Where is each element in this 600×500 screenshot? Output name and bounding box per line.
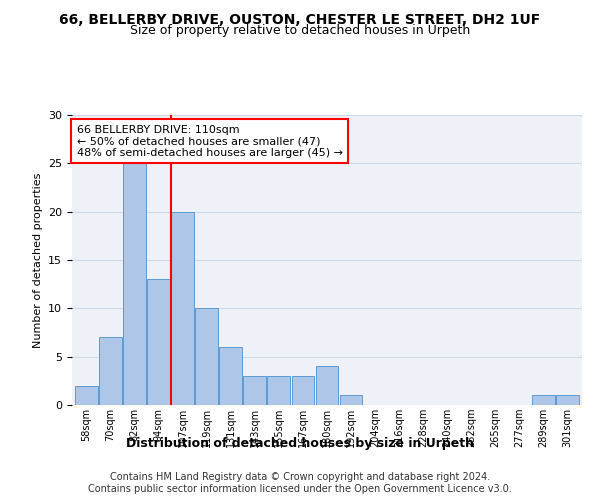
Bar: [292, 376, 314, 405]
Bar: [316, 366, 338, 405]
Text: Size of property relative to detached houses in Urpeth: Size of property relative to detached ho…: [130, 24, 470, 37]
Bar: [75, 386, 98, 405]
Bar: [99, 338, 122, 405]
Bar: [532, 396, 555, 405]
Text: 66, BELLERBY DRIVE, OUSTON, CHESTER LE STREET, DH2 1UF: 66, BELLERBY DRIVE, OUSTON, CHESTER LE S…: [59, 12, 541, 26]
Bar: [195, 308, 218, 405]
Text: 66 BELLERBY DRIVE: 110sqm
← 50% of detached houses are smaller (47)
48% of semi-: 66 BELLERBY DRIVE: 110sqm ← 50% of detac…: [77, 124, 343, 158]
Text: Contains HM Land Registry data © Crown copyright and database right 2024.
Contai: Contains HM Land Registry data © Crown c…: [88, 472, 512, 494]
Bar: [220, 347, 242, 405]
Bar: [556, 396, 579, 405]
Bar: [268, 376, 290, 405]
Y-axis label: Number of detached properties: Number of detached properties: [32, 172, 43, 348]
Bar: [123, 164, 146, 405]
Text: Distribution of detached houses by size in Urpeth: Distribution of detached houses by size …: [126, 438, 474, 450]
Bar: [244, 376, 266, 405]
Bar: [147, 280, 170, 405]
Bar: [171, 212, 194, 405]
Bar: [340, 396, 362, 405]
